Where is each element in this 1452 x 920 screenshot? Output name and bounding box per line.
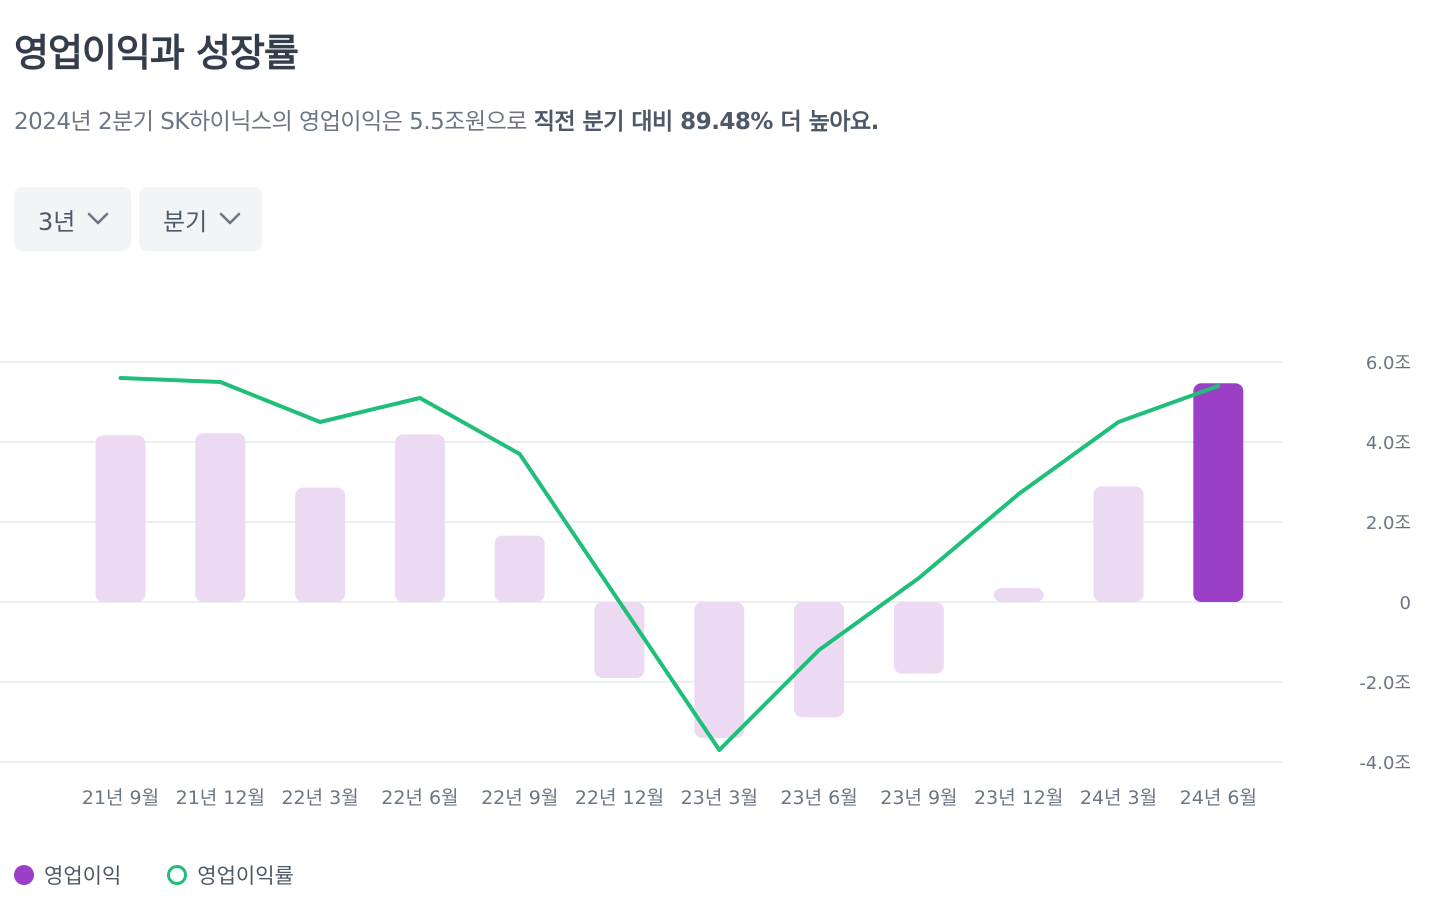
summary-plain: 2024년 2분기 SK하이닉스의 영업이익은 5.5조원으로 bbox=[14, 109, 534, 135]
chart-title: 영업이익과 성장률 bbox=[14, 31, 299, 75]
bar bbox=[993, 588, 1044, 602]
y-tick-label: 6.0조 bbox=[1366, 353, 1411, 374]
bar bbox=[494, 535, 545, 602]
x-tick-label: 23년 12월 bbox=[974, 787, 1063, 809]
y-axis: 6.0조 4.0조 2.0조 0 -2.0조 -4.0조 bbox=[1359, 353, 1411, 774]
bar bbox=[694, 602, 745, 738]
period-dropdown-label: 3년 bbox=[38, 207, 76, 236]
legend-label: 영업이익 bbox=[44, 864, 122, 888]
y-tick-label: 4.0조 bbox=[1366, 433, 1411, 454]
x-tick-label: 23년 6월 bbox=[780, 787, 857, 809]
bar-series bbox=[95, 383, 1244, 738]
bar bbox=[594, 602, 645, 678]
chevron-down-icon bbox=[219, 212, 241, 225]
x-tick-label: 22년 3월 bbox=[281, 787, 358, 809]
legend-swatch-ring bbox=[167, 865, 188, 885]
summary-text: 2024년 2분기 SK하이닉스의 영업이익은 5.5조원으로 직전 분기 대비… bbox=[14, 102, 879, 136]
period-dropdown[interactable]: 3년 bbox=[14, 187, 131, 251]
summary-highlight: 직전 분기 대비 89.48% 더 높아요. bbox=[533, 109, 880, 135]
operating-profit-chart: 6.0조 4.0조 2.0조 0 -2.0조 -4.0조 21년 9월 21년 12월 22년… bbox=[0, 353, 1411, 809]
line-series bbox=[118, 376, 1221, 752]
bar bbox=[195, 433, 246, 602]
legend-item-operating-profit[interactable]: 영업이익 bbox=[14, 860, 121, 890]
interval-dropdown[interactable]: 분기 bbox=[139, 187, 262, 251]
bar bbox=[95, 435, 146, 602]
x-tick-label: 23년 3월 bbox=[681, 787, 758, 809]
x-tick-label: 24년 6월 bbox=[1180, 787, 1257, 809]
margin-line bbox=[118, 376, 1221, 752]
grid-lines bbox=[0, 361, 1282, 763]
y-tick-label: 0 bbox=[1400, 593, 1411, 614]
x-tick-label: 22년 12월 bbox=[575, 787, 664, 809]
legend-item-operating-margin[interactable]: 영업이익률 bbox=[167, 860, 294, 890]
bar bbox=[295, 487, 346, 602]
x-tick-label: 22년 6월 bbox=[381, 787, 458, 809]
x-tick-label: 21년 12월 bbox=[176, 787, 265, 809]
y-tick-label: -4.0조 bbox=[1359, 753, 1411, 774]
bar bbox=[893, 602, 944, 674]
x-tick-label: 24년 3월 bbox=[1080, 787, 1157, 809]
interval-dropdown-label: 분기 bbox=[163, 207, 208, 236]
x-axis: 21년 9월 21년 12월 22년 3월 22년 6월 22년 9월 22년 12월 23… bbox=[82, 787, 1257, 809]
x-tick-label: 22년 9월 bbox=[481, 787, 558, 809]
x-tick-label: 21년 9월 bbox=[82, 787, 159, 809]
legend: 영업이익 영업이익률 bbox=[14, 860, 340, 890]
bar bbox=[794, 602, 845, 718]
legend-label: 영업이익률 bbox=[197, 864, 294, 888]
y-tick-label: -2.0조 bbox=[1359, 673, 1411, 694]
bar bbox=[1093, 486, 1144, 602]
chevron-down-icon bbox=[88, 212, 109, 225]
bar bbox=[394, 434, 445, 602]
x-tick-label: 23년 9월 bbox=[880, 787, 957, 809]
legend-swatch-filled bbox=[14, 865, 34, 885]
y-tick-label: 2.0조 bbox=[1366, 513, 1411, 534]
bar bbox=[1193, 383, 1244, 602]
